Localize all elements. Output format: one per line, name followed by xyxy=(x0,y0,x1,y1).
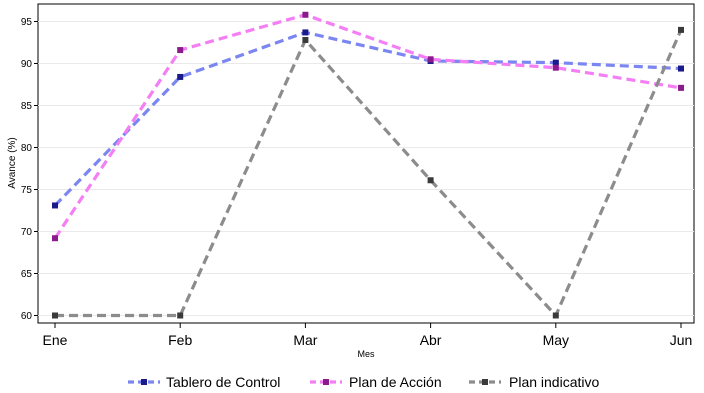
data-point xyxy=(52,202,58,209)
legend: Tablero de Control Plan de Acción Plan ind… xyxy=(128,374,599,390)
data-point xyxy=(678,26,684,33)
legend-marker xyxy=(141,379,147,385)
y-tick-label: 60 xyxy=(21,311,33,322)
data-point xyxy=(177,312,184,319)
legend-item: Tablero de Control xyxy=(128,374,280,390)
x-tick-label: Ene xyxy=(43,332,68,348)
y-tick-label: 75 xyxy=(21,185,33,196)
legend-label: Plan de Acción xyxy=(349,374,442,390)
x-tick-label: Abr xyxy=(420,332,442,348)
series-layer xyxy=(52,11,684,319)
x-tick-label: Jun xyxy=(670,332,693,348)
data-point xyxy=(552,312,559,319)
data-point xyxy=(177,73,184,80)
y-tick-label: 95 xyxy=(21,17,33,28)
data-point xyxy=(177,47,184,54)
x-axis-title: Mes xyxy=(357,349,375,359)
plot-area xyxy=(37,3,695,324)
data-point xyxy=(302,29,309,36)
y-tick-label: 90 xyxy=(21,59,33,70)
x-tick-label: Feb xyxy=(168,332,192,348)
data-point xyxy=(427,177,434,184)
series-2 xyxy=(52,11,684,242)
data-point xyxy=(52,235,58,242)
y-tick-label: 85 xyxy=(21,101,33,112)
series-line xyxy=(55,29,683,318)
data-point xyxy=(552,64,559,71)
data-point xyxy=(302,11,309,18)
data-point xyxy=(52,312,58,319)
series-line xyxy=(53,13,682,240)
x-tick-label: Mar xyxy=(293,332,317,348)
legend-item: Plan indicativo xyxy=(469,374,599,390)
legend-label: Tablero de Control xyxy=(166,374,280,390)
x-axis-ticks: Ene Feb Mar Abr May Jun xyxy=(43,323,693,348)
data-point xyxy=(427,56,434,63)
y-tick-label: 80 xyxy=(21,143,33,154)
y-axis-title: Avance (%) xyxy=(7,137,18,189)
y-tick-label: 70 xyxy=(21,227,33,238)
y-tick-label: 65 xyxy=(21,269,33,280)
legend-marker xyxy=(482,379,488,385)
legend-label: Plan indicativo xyxy=(509,374,599,390)
gridlines xyxy=(38,21,694,316)
x-tick-label: May xyxy=(543,332,569,348)
data-point xyxy=(552,59,559,66)
data-point xyxy=(678,65,684,72)
series-3 xyxy=(52,26,684,319)
legend-item: Plan de Acción xyxy=(310,374,442,390)
data-point xyxy=(302,36,309,43)
legend-marker xyxy=(323,379,329,385)
data-point xyxy=(678,84,684,91)
y-axis-ticks: 60 65 70 75 80 85 90 95 xyxy=(21,17,38,322)
